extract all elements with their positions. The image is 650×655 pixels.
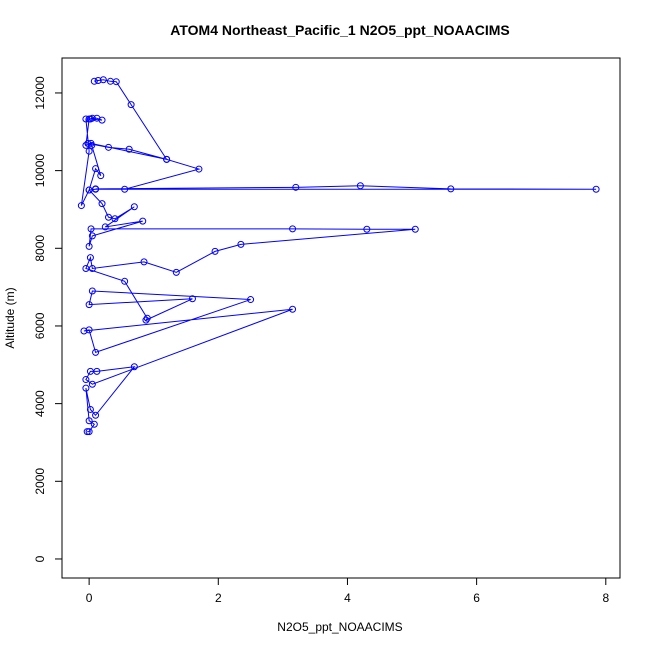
data-point [85,326,93,334]
data-point [356,182,364,190]
data-point [94,77,102,85]
data-point [99,76,107,84]
data-point [86,115,94,123]
data-point [121,277,129,285]
data-point [142,316,150,324]
data-point [289,305,297,313]
data-point [85,186,93,194]
data-point [101,223,109,231]
data-point [86,254,94,262]
data-point [130,203,138,211]
data-point [82,115,90,123]
data-point [363,225,371,233]
data-point [139,217,147,225]
data-point [85,428,93,436]
data-point [97,172,105,180]
data-point [87,225,95,233]
data-point [195,165,203,173]
data-point [247,296,255,304]
x-tick-label: 0 [86,591,93,605]
data-point [121,185,129,193]
data-point [211,247,219,255]
data-point [82,384,90,392]
data-point [111,215,119,223]
data-point [92,411,100,419]
data-point [85,301,93,309]
data-point [143,314,151,322]
data-point [88,287,96,295]
y-tick-label: 8000 [33,235,47,262]
x-tick-label: 6 [473,591,480,605]
data-point [83,428,91,436]
data-point [88,232,96,240]
data-point [188,295,196,303]
x-axis-label: N2O5_ppt_NOAACIMS [277,620,402,634]
data-point [93,367,101,375]
x-tick-label: 2 [215,591,222,605]
x-tick-label: 8 [602,591,609,605]
data-point [411,225,419,233]
data-point [92,165,100,173]
data-point [92,185,100,193]
y-tick-label: 2000 [33,468,47,495]
y-tick-label: 4000 [33,390,47,417]
data-point [82,264,90,272]
data-point [130,363,138,371]
data-point [85,147,93,155]
data-point [172,268,180,276]
y-tick-label: 12000 [33,76,47,110]
data-line [80,79,597,433]
data-point [90,420,98,428]
y-tick-label: 10000 [33,154,47,188]
data-point [82,376,90,384]
data-point [98,116,106,124]
data-point [80,327,88,335]
y-tick-label: 0 [33,555,47,562]
data-point [112,78,120,86]
data-point [292,183,300,191]
chart-title: ATOM4 Northeast_Pacific_1 N2O5_ppt_NOAAC… [170,22,509,38]
data-point [289,225,297,233]
data-point [86,405,94,413]
data-point [163,155,171,163]
data-point [90,77,98,85]
data-point [237,240,245,248]
data-point [82,141,90,149]
data-point [140,258,148,266]
y-axis-label: Altitude (m) [3,287,17,348]
data-point [84,139,92,147]
data-point [85,242,93,250]
data-point [127,101,135,109]
data-point [77,202,85,210]
data-point [98,200,106,208]
data-point [592,185,600,193]
data-point [447,185,455,193]
data-point [85,417,93,425]
x-tick-label: 4 [344,591,351,605]
plot-box [61,57,621,579]
y-tick-label: 6000 [33,312,47,339]
data-point [105,143,112,151]
data-point [105,213,112,221]
data-point [92,348,100,356]
data-point [88,380,96,388]
data-point [125,145,133,153]
